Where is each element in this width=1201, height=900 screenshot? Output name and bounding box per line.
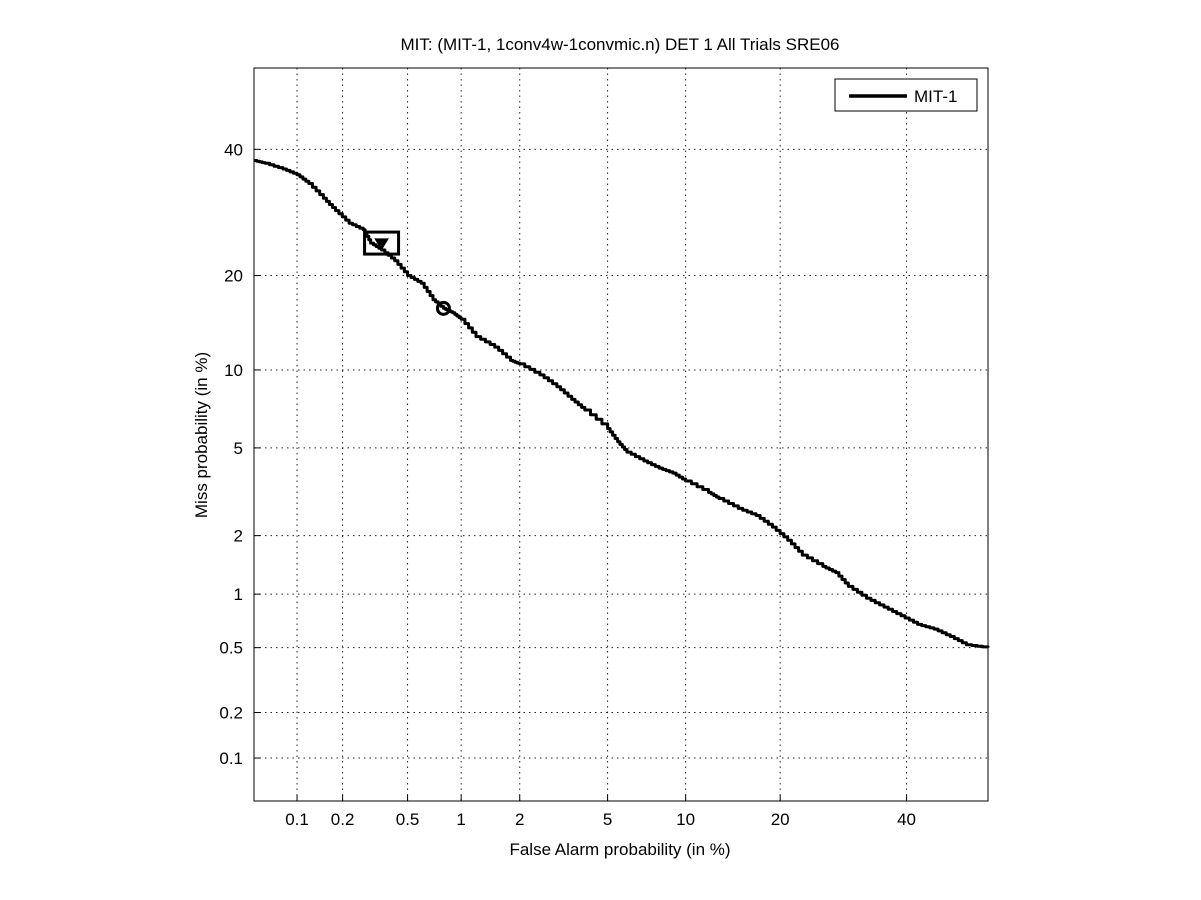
- y-tick-label: 0.5: [219, 639, 243, 658]
- x-tick-label: 0.5: [396, 810, 420, 829]
- y-tick-label: 1: [234, 585, 243, 604]
- x-tick-label: 0.1: [285, 810, 309, 829]
- x-axis-label: False Alarm probability (in %): [509, 840, 730, 859]
- plot-frame: [253, 67, 989, 802]
- actual-dcf-point-triangle: [374, 238, 389, 251]
- x-tick-label: 2: [515, 810, 524, 829]
- eer-or-threshold-point-circle: [435, 300, 451, 316]
- chart-title: MIT: (MIT-1, 1conv4w-1convmic.n) DET 1 A…: [401, 35, 840, 54]
- y-tick-label: 10: [224, 361, 243, 380]
- min-dcf-point-square: [363, 230, 401, 256]
- x-tick-label: 10: [676, 810, 695, 829]
- y-tick-label: 20: [224, 267, 243, 286]
- y-tick-label: 40: [224, 140, 243, 159]
- legend-label-mit-1: MIT-1: [914, 87, 957, 106]
- y-tick-label: 5: [234, 439, 243, 458]
- y-tick-label: 0.1: [219, 749, 243, 768]
- x-axis-ticks: 0.1 0.2 0.5 1 2 5 10 20 40: [285, 795, 916, 829]
- x-tick-label: 0.2: [331, 810, 355, 829]
- marker-layer: [363, 230, 451, 316]
- y-tick-label: 0.2: [219, 704, 243, 723]
- x-tick-label: 1: [456, 810, 465, 829]
- x-tick-label: 20: [771, 810, 790, 829]
- y-tick-label: 2: [234, 527, 243, 546]
- y-axis-ticks: 0.1 0.2 0.5 1 2 5 10 20 40: [219, 140, 260, 768]
- y-axis-label: Miss probability (in %): [192, 352, 211, 518]
- x-tick-label: 40: [897, 810, 916, 829]
- x-tick-label: 5: [603, 810, 612, 829]
- legend: MIT-1: [834, 78, 978, 112]
